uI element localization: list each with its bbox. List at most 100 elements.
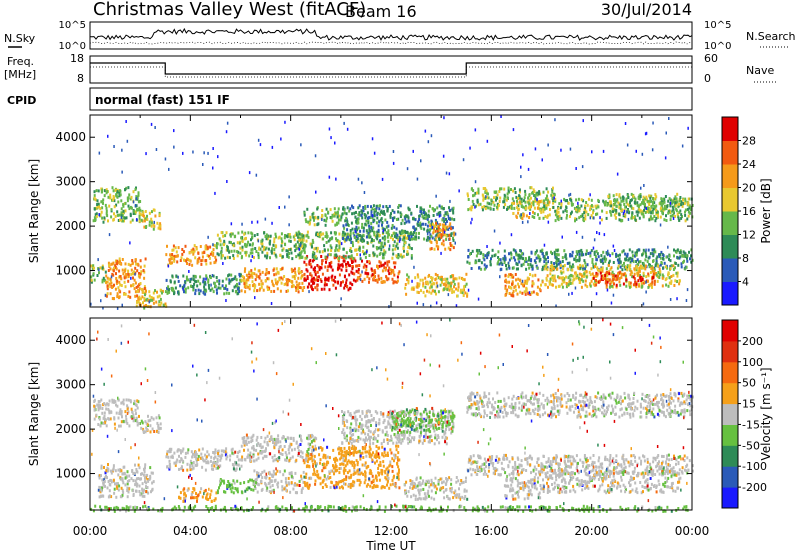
- range-cell: [150, 217, 153, 221]
- range-cell: [146, 428, 149, 432]
- range-cell: [645, 275, 648, 279]
- range-cell: [158, 416, 161, 420]
- range-cell: [325, 207, 328, 211]
- range-cell: [622, 282, 625, 286]
- range-cell: [120, 486, 123, 490]
- range-cell: [191, 263, 194, 267]
- range-cell: [289, 239, 292, 243]
- range-cell: [207, 283, 210, 287]
- range-cell: [634, 280, 637, 284]
- range-cell: [422, 284, 425, 288]
- range-cell: [152, 417, 155, 421]
- range-cell: [355, 217, 358, 221]
- range-cell: [455, 277, 458, 281]
- range-cell: [212, 147, 214, 150]
- range-cell: [612, 244, 615, 248]
- range-cell: [350, 254, 353, 258]
- range-cell: [640, 186, 642, 190]
- range-cell: [373, 233, 376, 237]
- range-cell: [628, 281, 631, 285]
- scatter-band-0: [93, 398, 141, 428]
- range-cell: [98, 485, 101, 489]
- scatter-band-6: [165, 272, 243, 296]
- range-cell: [119, 260, 121, 264]
- range-cell: [311, 259, 314, 263]
- range-cell: [636, 203, 639, 207]
- range-cell: [109, 417, 112, 421]
- range-cell: [448, 233, 451, 237]
- range-cell: [270, 249, 273, 253]
- range-cell: [428, 230, 431, 234]
- range-cell: [150, 122, 153, 126]
- range-cell: [564, 255, 567, 259]
- range-cell: [577, 204, 580, 208]
- range-cell: [207, 453, 210, 457]
- range-cell: [100, 190, 103, 194]
- range-cell: [264, 254, 267, 258]
- range-cell: [450, 281, 453, 285]
- range-cell: [496, 262, 499, 266]
- range-cell: [653, 201, 656, 205]
- range-cell: [484, 187, 487, 190]
- range-cell: [573, 206, 576, 210]
- range-cell: [102, 481, 105, 485]
- range-cell: [334, 249, 337, 253]
- range-cell: [223, 286, 225, 290]
- range-cell: [245, 278, 248, 282]
- range-cell: [383, 252, 386, 256]
- range-cell: [423, 237, 426, 241]
- range-cell: [487, 206, 490, 210]
- range-cell: [253, 286, 256, 290]
- range-cell: [216, 459, 219, 463]
- range-cell: [448, 208, 451, 212]
- range-cell: [675, 197, 678, 201]
- range-cell: [553, 262, 556, 265]
- range-cell: [684, 210, 686, 214]
- range-cell: [313, 218, 315, 222]
- range-cell: [146, 478, 149, 481]
- range-cell: [149, 298, 152, 302]
- range-cell: [574, 286, 577, 290]
- range-cell: [99, 213, 102, 217]
- range-cell: [334, 275, 337, 279]
- range-cell: [508, 292, 511, 295]
- range-cell: [512, 248, 515, 252]
- range-cell: [140, 213, 143, 217]
- range-cell: [660, 261, 663, 264]
- range-cell: [647, 274, 650, 278]
- range-cell: [280, 237, 283, 241]
- range-cell: [616, 277, 619, 281]
- range-cell: [669, 298, 672, 301]
- colorbar-swatch: [722, 187, 738, 212]
- range-cell: [650, 205, 653, 209]
- range-cell: [447, 217, 450, 221]
- range-cell: [286, 235, 289, 239]
- range-cell: [242, 279, 245, 283]
- range-cell: [174, 246, 177, 250]
- range-cell: [293, 267, 296, 271]
- range-cell: [471, 187, 473, 191]
- range-cell: [102, 276, 105, 280]
- range-cell: [254, 278, 257, 282]
- range-cell: [99, 207, 102, 211]
- range-cell: [551, 252, 554, 256]
- range-cell: [149, 430, 152, 434]
- range-cell: [293, 244, 296, 248]
- range-cell: [156, 290, 158, 294]
- colorbar-tick-label: 4: [742, 276, 749, 289]
- range-cell: [236, 463, 239, 467]
- range-cell: [266, 235, 269, 239]
- range-cell: [106, 292, 109, 296]
- range-cell: [244, 290, 247, 294]
- range-cell: [132, 200, 135, 204]
- range-cell: [623, 209, 626, 213]
- range-cell: [520, 197, 523, 201]
- range-cell: [361, 279, 364, 283]
- range-cell: [529, 207, 532, 211]
- range-cell: [150, 471, 153, 475]
- range-cell: [591, 260, 594, 264]
- range-cell: [382, 245, 385, 249]
- range-cell: [135, 285, 138, 289]
- range-cell: [596, 280, 599, 284]
- range-cell: [428, 215, 431, 218]
